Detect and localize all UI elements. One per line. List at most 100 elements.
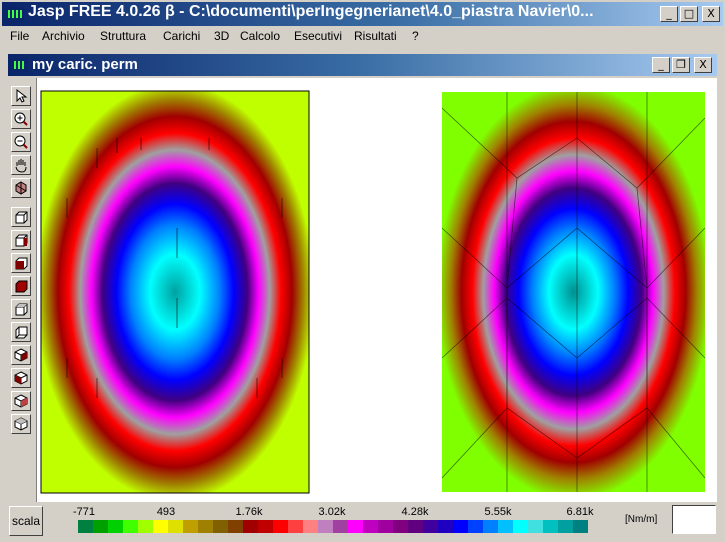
color-swatch <box>273 520 288 533</box>
color-swatch <box>318 520 333 533</box>
view-cube-2-icon <box>15 234 28 247</box>
color-swatch <box>213 520 228 533</box>
view-tool-10[interactable] <box>11 414 31 434</box>
color-swatch <box>123 520 138 533</box>
child-window-icon <box>12 59 28 71</box>
view-tool-7[interactable] <box>11 345 31 365</box>
color-swatch <box>108 520 123 533</box>
child-window-title: my caric. perm <box>32 56 138 73</box>
left-contour-plot <box>40 90 310 494</box>
legend-tick: 1.76k <box>235 506 263 518</box>
color-swatch <box>528 520 543 533</box>
zoom-out-tool[interactable] <box>11 132 31 152</box>
color-swatch <box>363 520 378 533</box>
color-swatch <box>258 520 273 533</box>
menu-calcolo[interactable]: Calcolo <box>240 29 281 43</box>
child-restore-button[interactable]: ❐ <box>672 57 690 73</box>
menu-help[interactable]: ? <box>412 29 419 43</box>
view-cube-8-icon <box>14 371 28 385</box>
view-tool-8[interactable] <box>11 368 31 388</box>
zoom-out-icon <box>14 135 28 149</box>
color-swatch <box>468 520 483 533</box>
color-swatch <box>573 520 588 533</box>
value-readout <box>672 505 716 534</box>
color-swatch <box>393 520 408 533</box>
color-swatch <box>378 520 393 533</box>
color-swatch <box>93 520 108 533</box>
legend-bar: scala -771 493 1.76k 3.02k 4.28k 5.55k 6… <box>8 503 717 539</box>
legend-tick: 6.81k <box>566 506 594 518</box>
color-swatch <box>303 520 318 533</box>
legend-tick: 4.28k <box>401 506 429 518</box>
minimize-button[interactable]: _ <box>660 6 678 22</box>
child-minimize-button[interactable]: _ <box>652 57 670 73</box>
legend-tick: 5.55k <box>484 506 512 518</box>
color-swatch <box>198 520 213 533</box>
app-title: Jasp FREE 4.0.26 β - C:\documenti\perIng… <box>28 3 594 20</box>
color-swatch <box>333 520 348 533</box>
view-cube-4-icon <box>15 280 28 293</box>
menu-bar: File Archivio Struttura Carichi 3D Calco… <box>2 27 723 46</box>
child-window-title-bar[interactable]: my caric. perm _ ❐ X <box>8 54 717 76</box>
close-button[interactable]: X <box>702 6 720 22</box>
menu-esecutivi[interactable]: Esecutivi <box>294 29 343 43</box>
scale-button[interactable]: scala <box>9 506 43 536</box>
zoom-in-tool[interactable] <box>11 109 31 129</box>
color-swatch <box>138 520 153 533</box>
color-swatch <box>513 520 528 533</box>
color-swatch <box>168 520 183 533</box>
color-swatch <box>183 520 198 533</box>
color-swatch <box>483 520 498 533</box>
app-title-bar[interactable]: Jasp FREE 4.0.26 β - C:\documenti\perIng… <box>2 2 723 26</box>
view-cube-9-icon <box>14 394 28 408</box>
drawing-canvas[interactable] <box>36 78 717 502</box>
legend-tick: 493 <box>156 506 176 518</box>
color-swatch <box>153 520 168 533</box>
child-close-button[interactable]: X <box>694 57 712 73</box>
menu-file[interactable]: File <box>10 29 30 43</box>
zoom-in-icon <box>14 112 28 126</box>
pan-tool[interactable] <box>11 155 31 175</box>
view-tool-9[interactable] <box>11 391 31 411</box>
app-logo-icon <box>6 7 24 21</box>
legend-tick: 3.02k <box>318 506 346 518</box>
view-tool-1[interactable] <box>11 207 31 227</box>
color-swatch <box>228 520 243 533</box>
restore-button[interactable]: □ <box>680 6 698 22</box>
view-tool-4[interactable] <box>11 276 31 296</box>
color-swatch <box>558 520 573 533</box>
view-cube-10-icon <box>14 417 28 431</box>
color-swatch <box>408 520 423 533</box>
view-tool-3[interactable] <box>11 253 31 273</box>
color-swatch <box>438 520 453 533</box>
view-cube-3-icon <box>15 257 28 270</box>
tool-palette <box>8 78 38 502</box>
contour-plots <box>40 90 706 494</box>
color-swatch <box>498 520 513 533</box>
view-cube-5-icon <box>15 303 28 316</box>
pan-hand-icon <box>15 159 27 173</box>
pointer-tool[interactable] <box>11 86 31 106</box>
view-tool-6[interactable] <box>11 322 31 342</box>
menu-archivio[interactable]: Archivio <box>42 29 85 43</box>
legend-tick: -771 <box>72 506 96 518</box>
color-swatch <box>243 520 258 533</box>
menu-carichi[interactable]: Carichi <box>163 29 201 43</box>
color-swatch <box>78 520 93 533</box>
menu-risultati[interactable]: Risultati <box>354 29 397 43</box>
menu-struttura[interactable]: Struttura <box>100 29 147 43</box>
rotate-icon <box>15 181 27 195</box>
view-tool-5[interactable] <box>11 299 31 319</box>
rotate-tool[interactable] <box>11 178 31 198</box>
color-scale <box>78 520 588 533</box>
right-contour-plot <box>441 92 706 492</box>
view-tool-2[interactable] <box>11 230 31 250</box>
view-cube-6-icon <box>15 326 28 339</box>
color-swatch <box>423 520 438 533</box>
menu-3d[interactable]: 3D <box>214 29 230 43</box>
color-swatch <box>543 520 558 533</box>
unit-label: [Nm/m] <box>625 514 658 525</box>
view-cube-1-icon <box>15 211 28 224</box>
color-swatch <box>288 520 303 533</box>
